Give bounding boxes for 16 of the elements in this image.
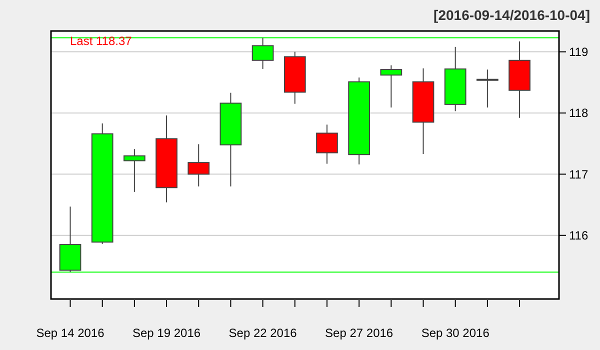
y-tick-label: 119 (569, 45, 588, 60)
candlestick (124, 148, 146, 192)
x-tick-label: Sep 22 2016 (228, 326, 298, 340)
candlestick (316, 124, 338, 164)
y-tick-label: 116 (569, 228, 588, 243)
candlestick (188, 144, 210, 187)
x-tick-label: Sep 19 2016 (132, 326, 201, 340)
x-tick-label: Sep 30 2016 (421, 326, 490, 340)
candlestick (476, 69, 498, 108)
annotation: Last 118.37 (70, 34, 132, 48)
y-tick-label: 117 (569, 167, 588, 182)
x-tick-label: Sep 27 2016 (325, 326, 394, 340)
chart-title: [2016-09-14/2016-10-04] (434, 7, 590, 23)
y-tick-label: 118 (569, 106, 588, 120)
x-tick-label: Sep 14 2016 (36, 326, 105, 340)
candlestick (380, 64, 402, 108)
